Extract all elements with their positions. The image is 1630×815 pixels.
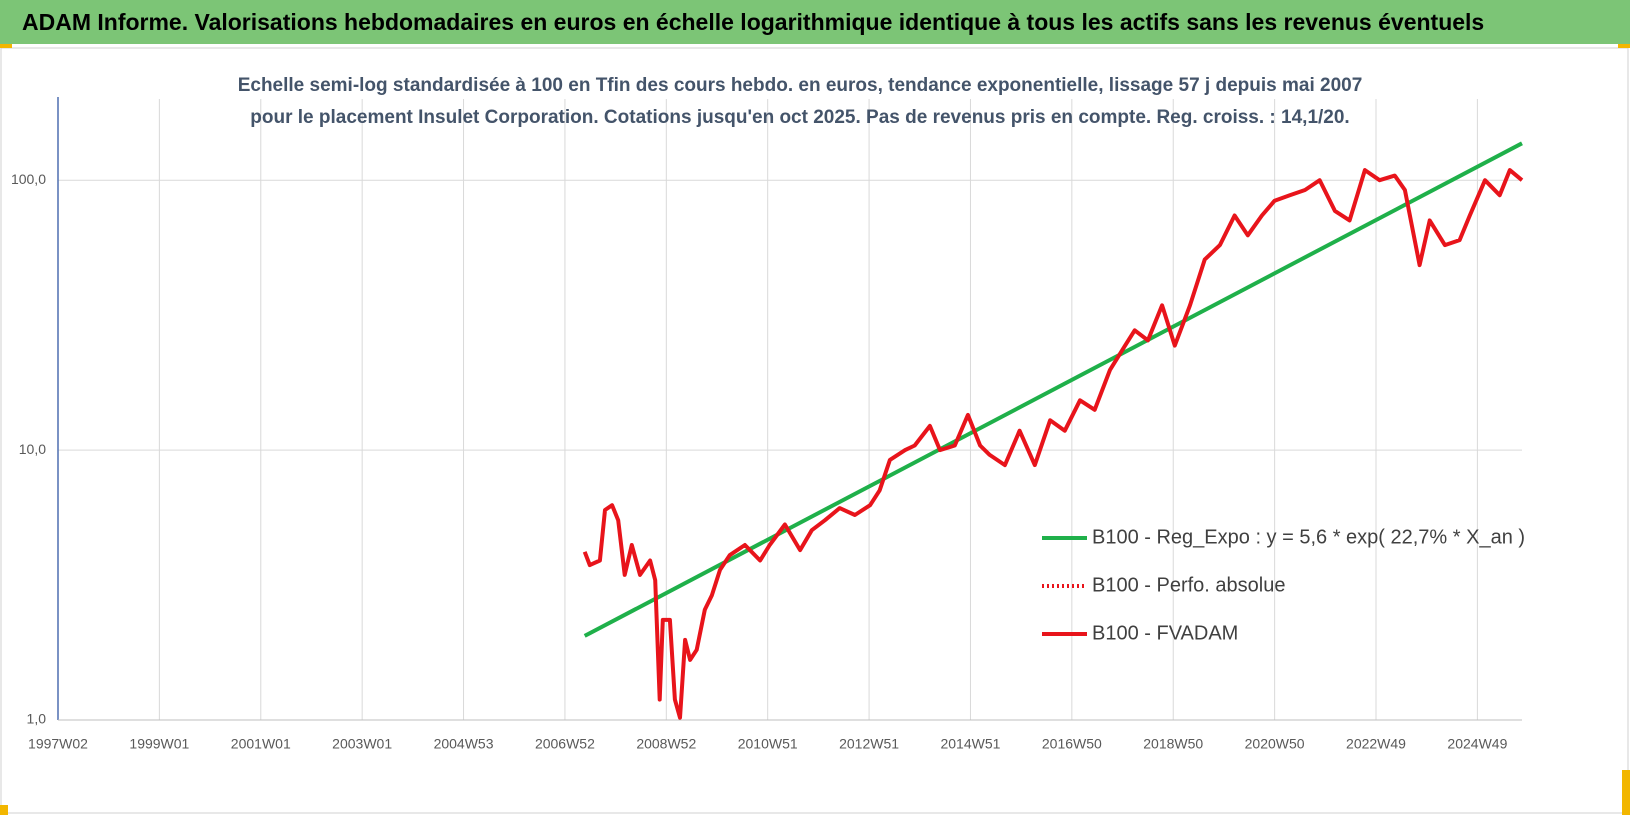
banner-title: ADAM Informe. Valorisations hebdomadaire… [0, 0, 1630, 44]
y-tick-label: 100,0 [11, 171, 46, 187]
series-line [583, 141, 1523, 638]
corner [1618, 40, 1630, 48]
series-line [582, 168, 1524, 720]
x-tick-label: 2024W49 [1447, 736, 1507, 752]
x-tick-label: 2014W51 [940, 736, 1000, 752]
x-tick-label: 2006W52 [535, 736, 595, 752]
x-tick-label: 1997W02 [28, 736, 88, 752]
x-tick-label: 1999W01 [129, 736, 189, 752]
x-tick-label: 2004W53 [434, 736, 494, 752]
corner [0, 805, 8, 815]
x-tick-label: 2003W01 [332, 736, 392, 752]
legend-label: B100 - FVADAM [1092, 622, 1238, 644]
y-tick-label: 1,0 [27, 711, 47, 727]
y-tick-label: 10,0 [19, 441, 46, 457]
x-tick-label: 2020W50 [1245, 736, 1305, 752]
x-tick-label: 2012W51 [839, 736, 899, 752]
chart-title: Echelle semi-log standardisée à 100 en T… [237, 75, 1363, 128]
x-tick-label: 2018W50 [1143, 736, 1203, 752]
x-tick-label: 2010W51 [738, 736, 798, 752]
x-tick-label: 2008W52 [636, 736, 696, 752]
x-tick-label: 2001W01 [231, 736, 291, 752]
corner [1622, 770, 1630, 815]
x-tick-label: 2016W50 [1042, 736, 1102, 752]
frame [0, 47, 1629, 814]
legend-label: B100 - Reg_Expo : y = 5,6 * exp( 22,7% *… [1092, 526, 1525, 548]
corner [0, 40, 12, 48]
legend-label: B100 - Perfo. absolue [1092, 574, 1285, 596]
x-tick-label: 2022W49 [1346, 736, 1406, 752]
